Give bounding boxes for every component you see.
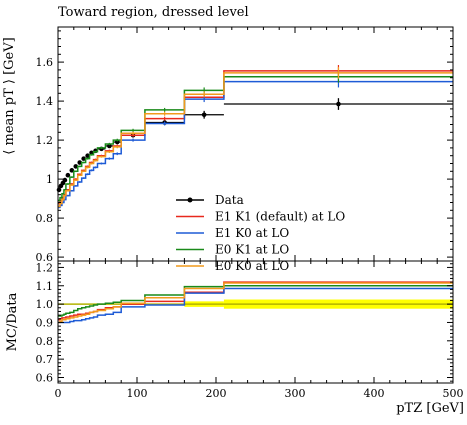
main-panel: 0.6 0.8 1 1.2 1.4 1.6 ⟨ mean pT ⟩ [GeV] Data E… [2, 26, 454, 273]
main-series-e1-k1-default-at-lo [58, 70, 453, 205]
main-series-e1-k0-at-lo [58, 80, 453, 209]
legend-label-e1-k1-default-at-lo: E1 K1 (default) at LO [215, 210, 345, 224]
main-series-layer [56, 65, 453, 209]
ratio-x-tick-label: 0 [55, 387, 62, 400]
main-y-tick-label: 1.4 [36, 95, 54, 108]
legend-label-e1-k0-at-lo: E1 K0 at LO [215, 226, 289, 240]
data-point [85, 153, 90, 158]
main-y-tick-label: 1.6 [36, 56, 54, 69]
ratio-series-e0-k0-at-lo [58, 282, 453, 324]
legend-marker-data [187, 197, 193, 203]
ratio-y-tick-label: 0.6 [36, 371, 54, 384]
data-point [77, 160, 83, 165]
ratio-x-tick-label: 500 [443, 387, 464, 400]
ratio-y-tick-label: 1.0 [36, 298, 54, 311]
ratio-y-tick-label: 1.2 [36, 261, 54, 274]
ratio-x-tick-label: 300 [285, 387, 306, 400]
data-point [69, 168, 75, 173]
ratio-y-tick-label: 0.7 [36, 353, 54, 366]
data-point [62, 177, 68, 183]
ratio-x-tick-label: 200 [206, 387, 227, 400]
main-y-axis-label: ⟨ mean pT ⟩ [GeV] [2, 37, 17, 154]
ratio-series-e1-k0-at-lo [58, 287, 453, 324]
data-point [336, 101, 341, 107]
ratio-y-tick-label: 0.9 [36, 316, 54, 329]
legend-label-e0-k1-at-lo: E0 K1 at LO [215, 243, 289, 257]
legend-label-e0-k0-at-lo: E0 K0 at LO [215, 259, 289, 273]
main-y-tick-label: 0.8 [36, 212, 54, 225]
ratio-series-layer [58, 281, 453, 324]
data-point [56, 187, 62, 193]
ratio-plot-frame [57, 260, 454, 384]
data-point [89, 150, 94, 156]
data-point [81, 156, 86, 161]
ratio-axes-layer: 0 100 200 300 400 500 0.6 0.7 0.8 0.9 1.0 1.1 1.2 [36, 261, 464, 400]
data-point [65, 172, 71, 178]
main-y-tick-label: 0.6 [36, 251, 54, 264]
main-axes-layer: 0.6 0.8 1 1.2 1.4 1.6 [36, 27, 454, 264]
data-point [114, 139, 120, 145]
main-series-e0-k1-at-lo [58, 75, 453, 202]
figure-title: Toward region, dressed level [58, 5, 249, 20]
ratio-x-tick-label: 100 [127, 387, 148, 400]
ratio-y-tick-label: 0.8 [36, 335, 54, 348]
ratio-x-axis-label: pTZ [GeV] [396, 401, 464, 416]
ratio-x-tick-label: 400 [364, 387, 385, 400]
legend: Data E1 K1 (default) at LO E1 K0 at LO E0 K… [176, 193, 345, 273]
ratio-y-axis-label: MC/Data [5, 292, 20, 351]
legend-label-data: Data [215, 193, 244, 207]
data-point [201, 112, 207, 118]
main-y-tick-label: 1.2 [36, 134, 54, 147]
main-y-tick-label: 1 [46, 173, 53, 186]
ratio-panel: 0 100 200 300 400 500 0.6 0.7 0.8 0.9 1.0 1.1 1.2 MC… [5, 260, 464, 416]
ratio-y-tick-label: 1.1 [36, 280, 54, 293]
data-point [73, 164, 79, 169]
data-point [107, 143, 112, 149]
